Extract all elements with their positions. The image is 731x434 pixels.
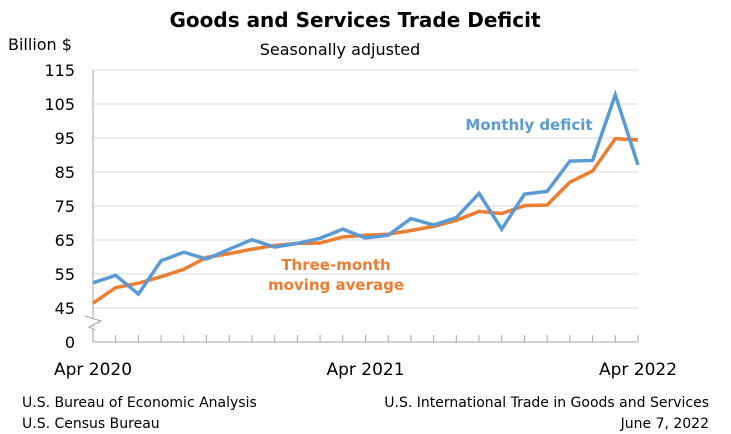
y-tick-label: 55 [55,265,75,284]
footer-left-1: U.S. Bureau of Economic Analysis [22,395,257,411]
y-tick-label: 95 [55,129,75,148]
series-line-average [92,136,639,305]
y-tick-label: 115 [44,61,75,80]
y-tick-label: 65 [55,231,75,250]
series-label-average-2: moving average [268,276,404,294]
footer-right-1: U.S. International Trade in Goods and Se… [384,395,709,411]
y-tick-label: 45 [55,299,75,318]
chart-subtitle: Seasonally adjusted [260,40,420,59]
axis-break-icon [84,315,103,331]
y-tick-label: 85 [55,163,75,182]
y-tick-label: 75 [55,197,75,216]
chart-title: Goods and Services Trade Deficit [169,8,540,32]
x-tick-label: Apr 2022 [599,360,677,380]
x-tick-label: Apr 2020 [54,360,132,380]
x-tick-label: Apr 2021 [326,360,404,380]
series-line-monthly [92,89,640,297]
series-label-average-1: Three-month [281,256,390,274]
y-tick-label-zero: 0 [65,333,75,352]
y-axis-label: Billion $ [8,35,72,54]
series-label-monthly: Monthly deficit [465,116,592,134]
footer-right-2: June 7, 2022 [620,416,709,432]
y-tick-label: 105 [44,95,75,114]
footer-left-2: U.S. Census Bureau [22,416,160,432]
